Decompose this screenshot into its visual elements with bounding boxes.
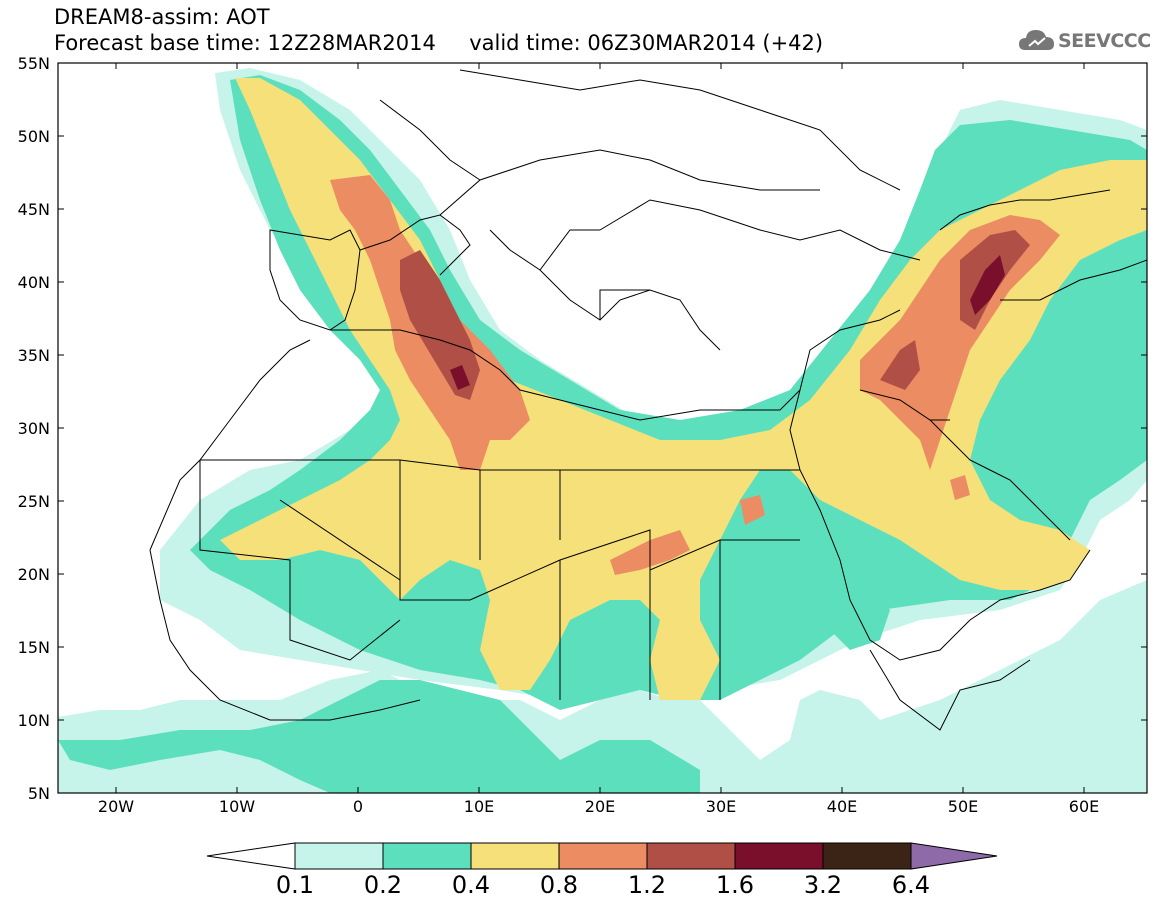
colorbar-box-0.4 [470,842,560,870]
colorbar-max-arrow [910,842,998,870]
lon-ticks [115,63,1085,793]
colorbar-label-1.2: 1.2 [627,871,667,899]
colorbar-label-3.2: 3.2 [803,871,843,899]
colorbar [206,842,998,870]
coastlines [149,69,1147,731]
colorbar-label-0.8: 0.8 [539,871,579,899]
colorbar-box-1.6 [734,842,824,870]
lon-label-20e: 20E [584,797,616,816]
colorbar-box-0.2 [382,842,472,870]
lon-label-10e: 10E [463,797,495,816]
logo-text: SEEVCCC [1058,30,1151,52]
lon-label-10w: 10W [218,797,256,816]
lat-label-10n: 10N [17,711,50,730]
colorbar-label-1.6: 1.6 [715,871,755,899]
colorbar-box-0.1 [294,842,384,870]
lat-label-5n: 5N [27,784,50,803]
lon-label-40e: 40E [826,797,858,816]
lon-label-30e: 30E [705,797,737,816]
lat-label-20n: 20N [17,565,50,584]
lat-label-45n: 45N [17,200,50,219]
lat-label-30n: 30N [17,419,50,438]
colorbar-box-0.8 [558,842,648,870]
lat-ticks [58,62,1147,794]
lon-label-50e: 50E [947,797,979,816]
lat-label-55n: 55N [17,54,50,73]
lat-label-15n: 15N [17,638,50,657]
aot-0.4-layer [220,78,1147,700]
lat-label-35n: 35N [17,346,50,365]
lon-label-0: 0 [352,797,364,816]
map-title: DREAM8-assim: AOT [54,5,270,29]
colorbar-box-3.2 [822,842,912,870]
colorbar-label-0.1: 0.1 [275,871,315,899]
aot-1.6-layer [450,255,1005,390]
lon-label-20w: 20W [97,797,135,816]
lat-label-40n: 40N [17,273,50,292]
lat-label-50n: 50N [17,127,50,146]
seevccc-cloud-logo-icon [1019,30,1054,50]
colorbar-min-arrow [206,842,296,870]
colorbar-label-0.2: 0.2 [363,871,403,899]
colorbar-label-0.4: 0.4 [451,871,491,899]
lon-label-60e: 60E [1068,797,1100,816]
colorbar-label-6.4: 6.4 [891,871,931,899]
lat-label-25n: 25N [17,492,50,511]
colorbar-box-1.2 [646,842,736,870]
forecast-time-subtitle: Forecast base time: 12Z28MAR2014 valid t… [54,31,824,55]
